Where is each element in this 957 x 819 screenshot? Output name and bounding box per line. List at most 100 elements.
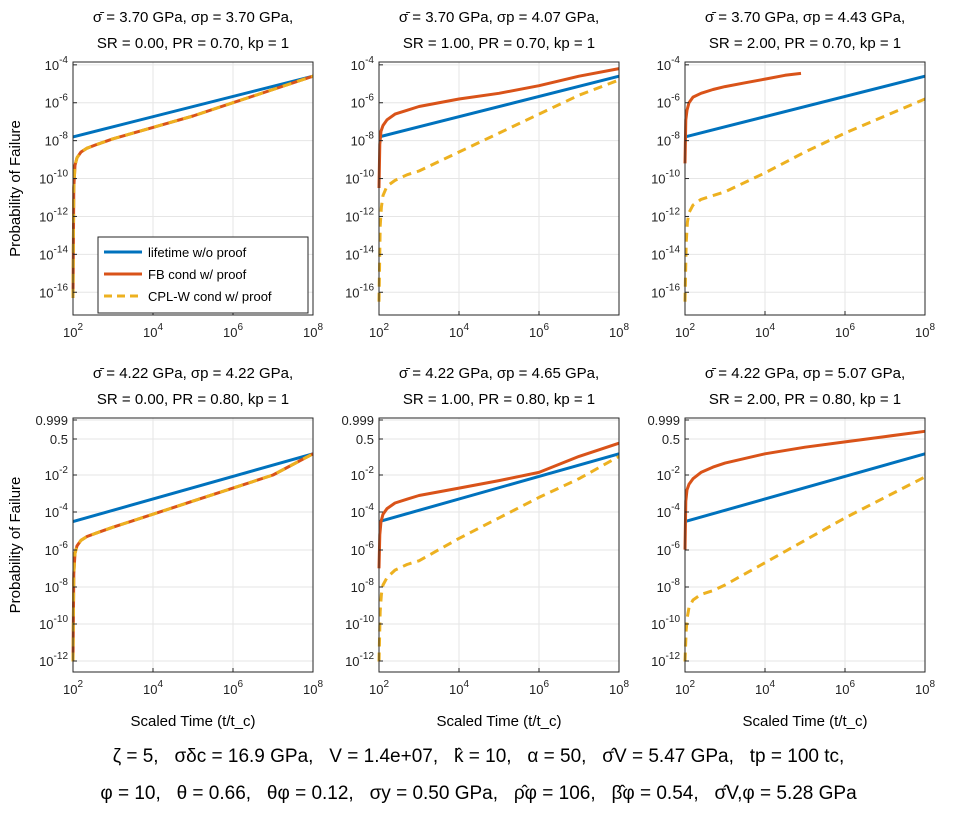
x-tick-label: 106 <box>223 679 243 697</box>
series-lifetime-line <box>684 452 926 524</box>
x-tick-label: 104 <box>143 322 163 340</box>
x-tick-label: 104 <box>143 679 163 697</box>
y-tick-label: 10-12 <box>651 206 680 224</box>
footer-parameters-line-2: φ = 10, θ = 0.66, θφ = 0.12, σy = 0.50 G… <box>0 783 957 805</box>
x-tick-label: 104 <box>755 679 775 697</box>
plot-area <box>379 418 619 672</box>
panel-1: 102 104 106 108 10-4 10-6 10-8 10-10 10-12 10-14 1… <box>7 9 323 340</box>
y-tick-label: 10-8 <box>657 577 681 595</box>
x-tick-label: 102 <box>675 322 695 340</box>
legend-label-fb: FB cond w/ proof <box>148 267 247 282</box>
series-cpl-line <box>71 452 314 662</box>
series-cpl-line <box>377 455 620 662</box>
x-tick-label: 108 <box>915 679 935 697</box>
series-lifetime-line <box>72 74 314 139</box>
panel-title-line-1: σ̄ = 3.70 GPa, σp = 3.70 GPa, <box>93 9 293 26</box>
y-tick-label: 0.999 <box>35 413 68 428</box>
series-cpl-line <box>683 97 926 302</box>
x-tick-label: 102 <box>369 322 389 340</box>
y-tick-label: 0.999 <box>647 413 680 428</box>
plot-area <box>685 418 925 672</box>
y-tick-label: 10-2 <box>45 465 69 483</box>
footer-rho-phi-hat: ρ̂φ = 106, <box>513 783 596 804</box>
panel-title-line-1: σ̄ = 3.70 GPa, σp = 4.43 GPa, <box>705 9 905 26</box>
y-axis-label: Probability of Failure <box>7 477 24 614</box>
x-axis-label: Scaled Time (t/t_c) <box>436 713 561 730</box>
y-tick-label: 10-8 <box>45 577 69 595</box>
footer-tp: tp = 100 tc, <box>749 746 845 767</box>
x-tick-label: 102 <box>675 679 695 697</box>
y-tick-label: 10-16 <box>39 282 68 300</box>
y-axis-label: Probability of Failure <box>7 120 24 257</box>
y-tick-label: 0.5 <box>662 432 680 447</box>
footer-beta-phi-hat: β̂φ = 0.54, <box>611 783 699 804</box>
footer-sigma-delta-c: σδc = 16.9 GPa, <box>174 746 314 767</box>
plot-area <box>379 62 619 315</box>
x-tick-label: 108 <box>303 679 323 697</box>
x-tick-label: 108 <box>303 322 323 340</box>
footer-sigma-v-phi-hat: σ̂V,φ = 5.28 GPa <box>714 783 857 804</box>
y-tick-label: 10-12 <box>39 651 68 669</box>
plot-area <box>73 418 313 672</box>
y-tick-label: 10-6 <box>45 540 69 558</box>
y-tick-label: 10-10 <box>651 614 680 632</box>
y-tick-label: 10-4 <box>45 55 69 73</box>
legend-label-lifetime: lifetime w/o proof <box>148 245 247 260</box>
footer-alpha: α = 50, <box>527 746 587 767</box>
footer-k-hat: k̂ = 10, <box>453 746 512 767</box>
series-lifetime-line <box>378 452 620 524</box>
y-tick-label: 10-14 <box>345 244 374 262</box>
axes-box <box>72 61 314 316</box>
panel-title-line-1: σ̄ = 4.22 GPa, σp = 4.65 GPa, <box>399 365 599 382</box>
y-tick-label: 10-4 <box>657 55 681 73</box>
footer-phi: φ = 10, <box>100 783 161 804</box>
panel-title-line-2: SR = 2.00, PR = 0.80, kp = 1 <box>709 391 901 408</box>
y-tick-label: 10-6 <box>657 540 681 558</box>
y-tick-label: 10-6 <box>657 93 681 111</box>
y-tick-label: 0.5 <box>356 432 374 447</box>
series-lifetime-line <box>378 74 620 139</box>
x-tick-label: 108 <box>915 322 935 340</box>
y-tick-label: 10-6 <box>351 540 375 558</box>
y-tick-label: 10-4 <box>45 502 69 520</box>
axes-box <box>72 417 314 673</box>
panel-3: 102 104 106 108 10-4 10-6 10-8 10-10 10-12 10-14 1… <box>651 9 935 340</box>
panel-title-line-1: σ̄ = 3.70 GPa, σp = 4.07 GPa, <box>399 9 599 26</box>
series-cpl-line <box>71 74 314 298</box>
panel-title-line-1: σ̄ = 4.22 GPa, σp = 4.22 GPa, <box>93 365 293 382</box>
y-tick-label: 10-16 <box>651 282 680 300</box>
series-lifetime-line <box>72 452 314 524</box>
y-tick-label: 10-4 <box>351 55 375 73</box>
x-tick-label: 108 <box>609 322 629 340</box>
series-fb-line <box>377 67 620 189</box>
x-tick-label: 106 <box>529 679 549 697</box>
figure: 102 104 106 108 10-4 10-6 10-8 10-10 10-12 10-14 1… <box>7 9 935 730</box>
axes-box <box>684 61 926 316</box>
x-tick-label: 102 <box>63 679 83 697</box>
y-tick-label: 10-10 <box>651 169 680 187</box>
panel-title-line-2: SR = 2.00, PR = 0.70, kp = 1 <box>709 35 901 52</box>
panel-4: 102 104 106 108 0.999 0.5 10-2 10-4 10-6 10-8 10-1… <box>7 365 323 730</box>
y-tick-label: 10-6 <box>45 93 69 111</box>
series-fb-line <box>683 71 802 164</box>
panel-title-line-2: SR = 0.00, PR = 0.70, kp = 1 <box>97 35 289 52</box>
y-tick-label: 10-4 <box>657 502 681 520</box>
y-tick-label: 10-8 <box>45 131 69 149</box>
footer-parameters-line-1: ζ = 5, σδc = 16.9 GPa, V = 1.4e+07, k̂ =… <box>0 746 957 768</box>
y-tick-label: 10-14 <box>39 244 68 262</box>
legend: lifetime w/o proof FB cond w/ proof CPL-W … <box>97 236 309 314</box>
x-tick-label: 104 <box>449 679 469 697</box>
y-tick-label: 10-8 <box>351 577 375 595</box>
y-tick-label: 10-16 <box>345 282 374 300</box>
y-tick-label: 10-6 <box>351 93 375 111</box>
footer-sigma-v-hat: σ̂V = 5.47 GPa, <box>602 746 734 767</box>
x-axis-label: Scaled Time (t/t_c) <box>742 713 867 730</box>
legend-label-cpl: CPL-W cond w/ proof <box>148 289 272 304</box>
x-axis-label: Scaled Time (t/t_c) <box>130 713 255 730</box>
panel-2: 102 104 106 108 10-4 10-6 10-8 10-10 10-12 10-14 1… <box>345 9 629 340</box>
panel-title-line-2: SR = 1.00, PR = 0.80, kp = 1 <box>403 391 595 408</box>
x-tick-label: 106 <box>835 679 855 697</box>
y-tick-label: 10-10 <box>345 614 374 632</box>
footer-theta: θ = 0.66, <box>176 783 252 804</box>
panel-title-line-2: SR = 1.00, PR = 0.70, kp = 1 <box>403 35 595 52</box>
